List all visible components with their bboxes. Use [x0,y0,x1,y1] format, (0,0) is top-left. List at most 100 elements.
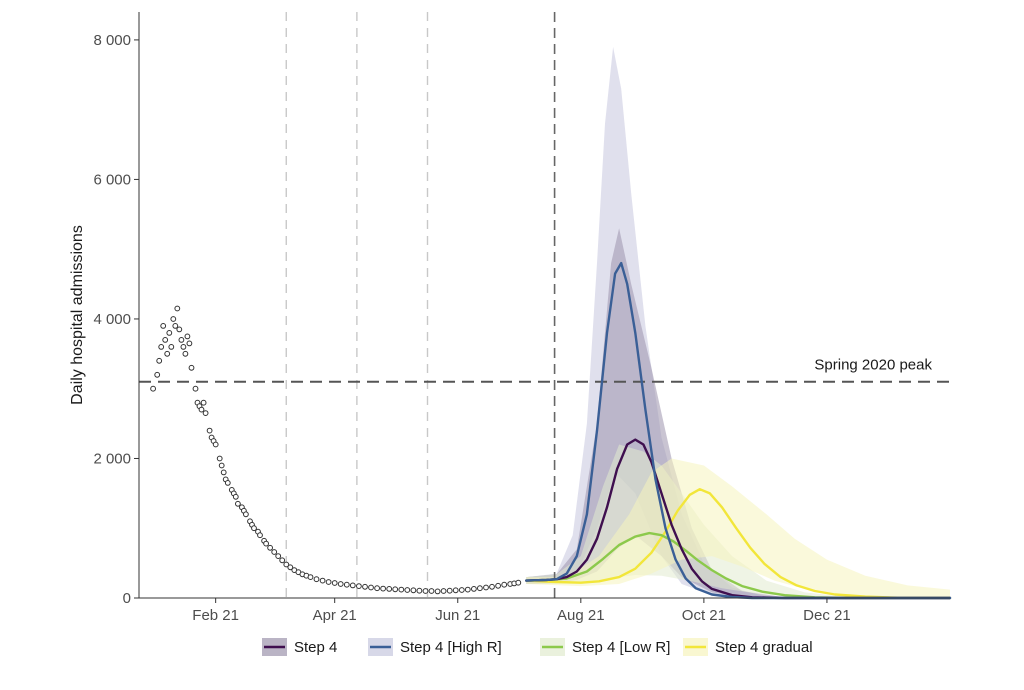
observed-point [164,350,171,357]
observed-point [200,399,207,406]
observed-point [218,462,225,469]
observed-point [446,587,453,594]
y-axis-ticks: 0 2 000 4 000 6 000 8 000 [93,32,139,607]
observed-point [374,585,381,592]
observed-point [257,532,263,539]
observed-point [188,364,195,371]
legend: Step 4 Step 4 [High R] Step 4 [Low R] Step … [262,638,813,656]
axes: 0 2 000 4 000 6 000 8 000 Feb 21 Apr 21 Jun 21… [69,12,950,624]
observed-point [180,344,187,350]
observed-point [160,323,167,329]
observed-points [150,305,522,595]
observed-point [154,371,161,378]
observed-point [416,587,423,594]
y-tick-label: 4 000 [93,311,131,328]
observed-point [263,540,270,547]
observed-point [243,511,249,518]
observed-point [319,577,326,584]
observed-point [172,323,179,329]
observed-point [176,326,183,333]
observed-point [325,579,332,585]
spring-2020-peak-label: Spring 2020 peak [814,357,932,374]
observed-point [283,561,290,568]
observed-point [182,350,189,357]
y-tick-label: 2 000 [93,450,131,467]
legend-item-step-4-high-r: Step 4 [High R] [368,638,502,656]
observed-point [410,587,417,594]
observed-point [489,583,495,590]
observed-point [362,583,368,590]
observed-point [477,585,483,592]
observed-point [224,480,231,486]
observed-point [178,337,185,343]
observed-point [398,586,405,593]
observed-point [192,385,199,392]
observed-point [235,500,241,507]
legend-label: Step 4 [High R] [400,639,502,656]
observed-point [198,406,205,413]
observed-point [404,587,411,593]
observed-point [313,576,320,583]
x-tick-label: Feb 21 [192,607,239,624]
observed-point [307,574,314,580]
y-tick-label: 8 000 [93,32,131,49]
vertical-reference-lines [285,12,556,598]
observed-point [392,586,399,593]
x-tick-label: Dec 21 [803,607,851,624]
legend-item-step-4: Step 4 [262,638,337,656]
observed-point [349,582,356,589]
legend-label: Step 4 gradual [715,639,813,656]
observed-point [464,586,471,593]
observed-point [216,455,223,462]
observed-point [452,587,459,594]
x-tick-label: Apr 21 [313,607,357,624]
observed-point [495,582,502,589]
legend-item-step-4-gradual: Step 4 gradual [683,638,813,656]
observed-point [267,544,274,551]
observed-point [331,580,338,586]
line-step-4-high-r [525,261,952,600]
x-tick-label: Aug 21 [557,607,605,624]
x-tick-label: Jun 21 [435,607,480,624]
uncertainty-bands [526,46,950,599]
observed-point [232,493,239,500]
observed-point [184,333,191,340]
observed-point [428,588,435,594]
legend-label: Step 4 [Low R] [572,639,670,656]
observed-point [206,427,213,434]
observed-point [343,581,350,588]
observed-point [158,344,165,350]
observed-point [471,586,477,592]
y-tick-label: 6 000 [93,171,131,188]
band-step-4-gradual [526,458,950,598]
spring-2020-reference: Spring 2020 peak [139,357,950,383]
y-tick-label: 0 [123,590,131,607]
y-axis-title: Daily hospital admissions [69,225,86,405]
observed-point [186,340,193,347]
observed-point [271,549,278,555]
observed-point [275,553,282,559]
observed-point [174,305,181,312]
line-step-4-gradual [525,488,952,600]
legend-label: Step 4 [294,639,337,656]
observed-point [170,316,177,322]
observed-point [380,585,387,592]
observed-point [251,525,257,532]
observed-point [156,357,163,364]
observed-point [440,588,447,594]
observed-point [168,344,175,350]
observed-point [287,564,294,571]
observed-point [337,581,344,587]
observed-point [162,337,169,343]
observed-point [279,557,286,564]
x-axis-ticks: Feb 21 Apr 21 Jun 21 Aug 21 Oct 21 Dec 21 [192,598,851,624]
observed-point [356,583,362,589]
observed-point [166,330,173,336]
observed-point [458,587,465,593]
observed-point [368,584,374,591]
line-step-4 [525,438,952,600]
observed-point [501,581,508,588]
observed-point [202,410,209,417]
